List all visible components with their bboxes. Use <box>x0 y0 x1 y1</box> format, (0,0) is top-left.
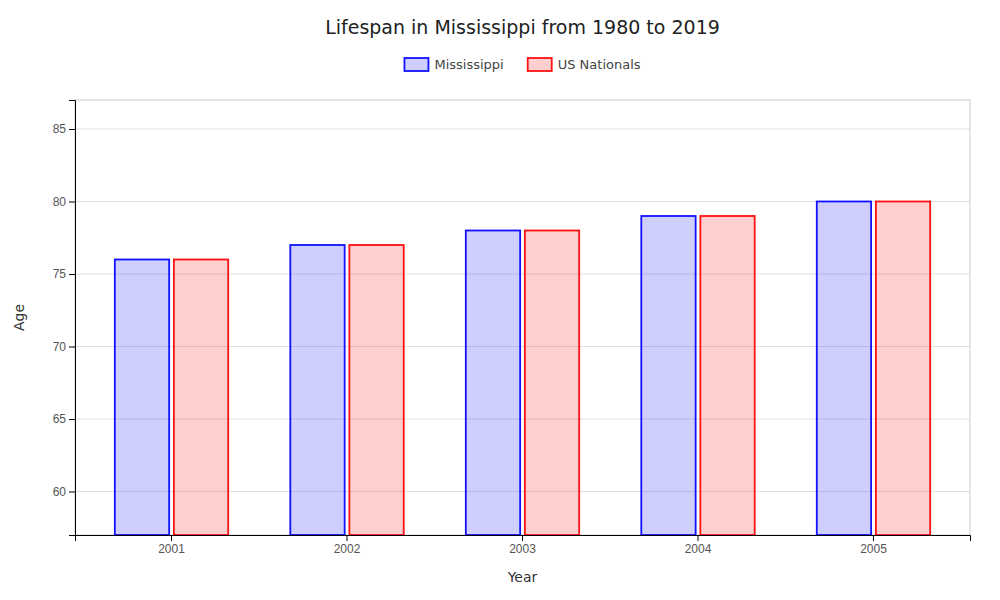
tick-label: 2004 <box>685 542 712 556</box>
legend-label: Mississippi <box>434 57 503 72</box>
legend-label: US Nationals <box>558 57 641 72</box>
x-axis: 2001 2002 2003 2004 2005 <box>76 535 971 556</box>
tick-mark <box>69 419 75 420</box>
legend-swatch <box>404 58 428 71</box>
tick-label: 70 <box>53 340 67 354</box>
bar <box>641 216 695 535</box>
tick-mark <box>69 129 75 130</box>
x-axis-title: Year <box>507 569 538 585</box>
tick-mark <box>697 535 698 541</box>
tick-mark <box>171 535 172 541</box>
tick-mark <box>873 535 874 541</box>
tick: 80 <box>53 195 75 209</box>
tick-mark <box>69 347 75 348</box>
grid-line <box>75 129 970 130</box>
tick: 2002 <box>334 535 361 556</box>
bar <box>115 260 169 536</box>
tick-label: 2003 <box>509 542 536 556</box>
tick-label: 2002 <box>334 542 361 556</box>
bar <box>174 260 228 536</box>
axis-line <box>76 536 971 542</box>
bar <box>525 231 579 536</box>
axis-line <box>69 101 76 536</box>
tick-label: 80 <box>53 195 67 209</box>
plot: 60 65 70 75 80 85 2001 2002 2003 2004 2005 <box>53 100 971 556</box>
bar <box>466 231 520 536</box>
legend-item: US Nationals <box>528 57 641 72</box>
tick-mark <box>522 535 523 541</box>
legend-swatch <box>528 58 552 71</box>
y-axis-title: Age <box>11 304 27 331</box>
legend-item: Mississippi <box>404 57 503 72</box>
bar <box>349 245 403 535</box>
bar <box>876 202 930 536</box>
tick: 2004 <box>685 535 712 556</box>
chart: 60 65 70 75 80 85 2001 2002 2003 2004 2005 Year Age L… <box>0 0 1000 600</box>
tick-label: 2005 <box>860 542 887 556</box>
tick-label: 75 <box>53 267 67 281</box>
legend: Mississippi US Nationals <box>404 57 640 72</box>
y-axis: 60 65 70 75 80 85 <box>53 101 76 536</box>
bar-series <box>174 202 930 536</box>
tick-mark <box>347 535 348 541</box>
tick-mark <box>69 202 75 203</box>
tick: 70 <box>53 340 75 354</box>
bar <box>290 245 344 535</box>
tick: 2005 <box>860 535 887 556</box>
tick-mark <box>69 274 75 275</box>
tick-mark <box>69 492 75 493</box>
bar <box>700 216 754 535</box>
tick: 85 <box>53 122 75 136</box>
tick-label: 65 <box>53 412 67 426</box>
bar <box>817 202 871 536</box>
tick: 2003 <box>509 535 536 556</box>
tick-label: 85 <box>53 122 67 136</box>
bars <box>115 202 930 536</box>
tick-label: 60 <box>53 485 67 499</box>
tick: 75 <box>53 267 75 281</box>
title: Lifespan in Mississippi from 1980 to 201… <box>325 16 720 38</box>
bar-series <box>115 202 871 536</box>
tick: 65 <box>53 412 75 426</box>
tick: 2001 <box>158 535 185 556</box>
plot-frame <box>75 100 970 535</box>
tick-label: 2001 <box>158 542 185 556</box>
tick: 60 <box>53 485 75 499</box>
